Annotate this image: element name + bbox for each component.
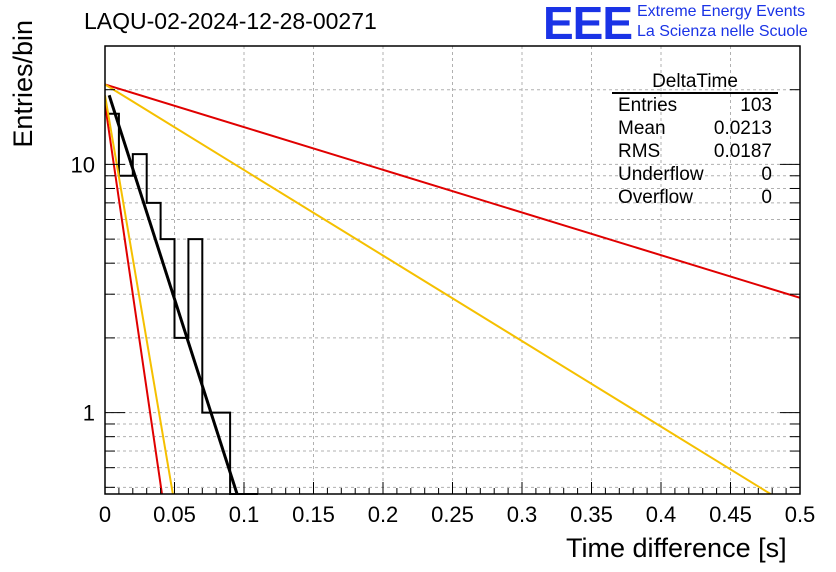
x-axis-label: Time difference [s] xyxy=(566,533,787,563)
page-title: LAQU-02-2024-12-28-00271 xyxy=(84,8,377,34)
y-tick-label: 10 xyxy=(71,152,95,177)
x-tick-label: 0.5 xyxy=(785,502,816,527)
stats-row: Entries 103 xyxy=(612,94,778,117)
stats-box: DeltaTime Entries 103 Mean 0.0213 RMS 0.… xyxy=(612,72,778,209)
x-tick-label: 0.2 xyxy=(368,502,399,527)
eee-logo: EEE xyxy=(543,0,633,49)
stats-value: 0 xyxy=(761,164,772,185)
fit-line xyxy=(105,103,163,494)
stats-row: Overflow 0 xyxy=(612,186,778,209)
logo-line1: Extreme Energy Events xyxy=(637,3,806,20)
x-tick-label: 0 xyxy=(99,502,111,527)
stats-row: Mean 0.0213 xyxy=(612,117,778,140)
fit-line xyxy=(105,83,800,299)
stats-value: 103 xyxy=(740,95,772,116)
fit-line xyxy=(105,83,773,494)
x-tick-label: 0.1 xyxy=(229,502,260,527)
fit-line xyxy=(105,95,174,494)
logo-line2: La Scienza nelle Scuole xyxy=(637,23,808,40)
stats-value: 0.0187 xyxy=(713,141,772,162)
x-tick-label: 0.45 xyxy=(709,502,752,527)
stats-value: 0 xyxy=(761,187,772,208)
stats-title: DeltaTime xyxy=(612,72,778,94)
stats-value: 0.0213 xyxy=(713,118,772,139)
fit-line xyxy=(107,94,239,494)
histogram-outline xyxy=(105,112,258,495)
stats-label: Overflow xyxy=(618,187,693,208)
x-tick-label: 0.05 xyxy=(153,502,196,527)
x-tick-label: 0.4 xyxy=(646,502,677,527)
x-tick-label: 0.35 xyxy=(570,502,613,527)
x-tick-label: 0.25 xyxy=(431,502,474,527)
stats-label: Entries xyxy=(618,95,678,116)
stats-row: RMS 0.0187 xyxy=(612,140,778,163)
x-tick-label: 0.15 xyxy=(292,502,335,527)
y-axis-label: Entries/bin xyxy=(8,20,38,148)
y-tick-label: 1 xyxy=(83,401,95,426)
histogram-bin xyxy=(175,338,189,494)
stats-label: RMS xyxy=(618,141,661,162)
stats-row: Underflow 0 xyxy=(612,163,778,186)
stats-label: Mean xyxy=(618,118,666,139)
x-tick-label: 0.3 xyxy=(507,502,538,527)
stats-label: Underflow xyxy=(618,164,704,185)
